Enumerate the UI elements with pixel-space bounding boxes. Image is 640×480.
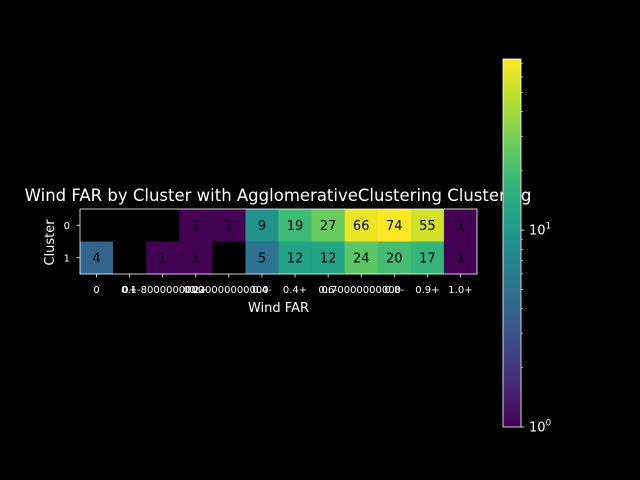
cell-value-label: 19 [287,219,304,234]
cell-value-label: 24 [353,251,370,266]
heatmap-cell [311,209,345,242]
chart-title: Wind FAR by Cluster with AgglomerativeCl… [25,186,532,205]
x-tick-label: 0.4- [252,285,272,296]
heatmap-cell [443,209,478,242]
heatmap-cell [113,241,147,275]
heatmap-cell [245,209,279,242]
cell-value-label: 1 [159,251,167,266]
colorbar: 100 101 [502,58,552,436]
heatmap-plot-area: 1 1 9 19 27 66 74 55 14 1 1 5 12 12 24 20 17 10 0+0.1-8000… [64,208,478,296]
heatmap-cell [245,241,279,275]
heatmap-cell [80,209,114,242]
heatmap-cell [146,209,180,242]
heatmap-cell [80,241,114,275]
cell-value-label: 20 [386,251,403,266]
cell-value-label: 1 [225,219,233,234]
x-axis-label: Wind FAR [248,301,309,316]
x-tick-label: 0.9+ [415,285,439,296]
x-tick-label: 0.2+ [184,285,208,296]
cell-value-label: 5 [258,251,266,266]
cell-value-label: 12 [287,251,304,266]
heatmap-cell [212,209,246,242]
heatmap-cell [410,241,445,275]
colorbar-tick-label: 101 [529,222,551,239]
heatmap-cell [377,209,412,242]
cell-value-label: 74 [386,219,403,234]
heatmap-cell [146,241,180,275]
heatmap-cell [212,241,246,275]
cell-value-label: 17 [419,251,436,266]
x-tick-label: 0 [93,285,99,296]
heatmap-cell [278,209,312,242]
cell-value-label: 9 [258,219,266,234]
heatmap-cell [410,209,445,242]
cell-value-label: 1 [456,219,464,234]
heatmap-cell [443,241,478,275]
cell-value-label: 1 [192,219,200,234]
colorbar-tick-label: 100 [529,419,552,436]
heatmap-frame [79,208,478,275]
cell-value-label: 1 [456,251,464,266]
x-tick-label: 0.6- [318,285,338,296]
y-tick-label: 0 [64,221,70,232]
heatmap-cell [311,241,345,275]
heatmap-cell [179,241,213,275]
heatmap-cell [179,209,213,242]
y-tick-label: 1 [64,253,70,264]
x-tick-label: 0.4+ [283,285,307,296]
cell-value-label: 27 [320,219,337,234]
cell-value-label: 4 [92,251,100,266]
x-tick-label: 0+ [122,285,137,296]
x-tick-label: 0.20000000000 [189,285,269,296]
colorbar-fill [503,59,521,427]
x-tick-label: 0.70000000000 [321,285,401,296]
cell-value-label: 12 [320,251,337,266]
x-tick-label: 0.1-8000000000 [121,285,204,296]
cell-value-label: 1 [192,251,200,266]
heatmap-cell [278,241,312,275]
heatmap-cell [377,241,412,275]
colorbar-frame [502,58,522,428]
x-tick-label: 1.0+ [448,285,472,296]
cell-value-label: 55 [419,219,436,234]
heatmap-cell [344,209,379,242]
y-axis-label: Cluster [43,219,58,266]
x-tick-label: 0.8- [385,285,405,296]
heatmap-cell [113,209,147,242]
cell-value-label: 66 [353,219,370,234]
heatmap-cell [344,241,379,275]
